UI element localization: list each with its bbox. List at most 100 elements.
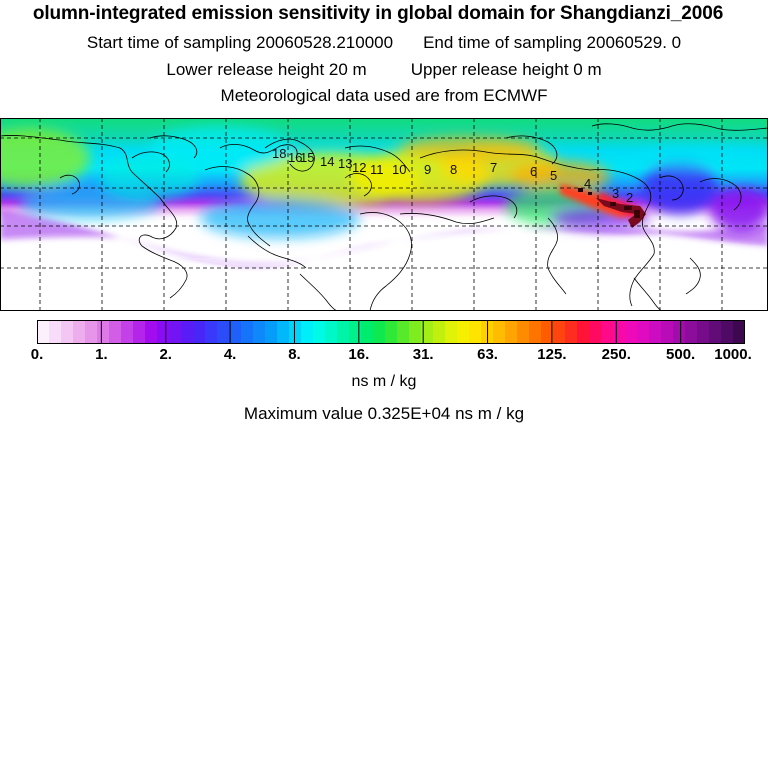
color-scale-cell: [205, 320, 218, 344]
color-scale-cell: [349, 320, 362, 344]
color-scale-cell: [313, 320, 326, 344]
lower-release-height-label: Lower release height 20 m: [166, 60, 367, 79]
color-scale-cell: [121, 320, 134, 344]
color-scale-tick-label: 2.: [159, 346, 172, 363]
color-scale-cell: [145, 320, 158, 344]
color-scale-cell: [181, 320, 194, 344]
units-label: ns m / kg: [351, 373, 417, 390]
trajectory-label: 7: [490, 160, 497, 175]
color-scale-cell: [541, 320, 554, 344]
source-region: [578, 188, 646, 228]
trajectory-label: 3: [612, 186, 619, 201]
color-scale-cell: [49, 320, 62, 344]
trajectory-label: 18: [272, 146, 286, 161]
color-scale-cell: [613, 320, 626, 344]
color-scale-cell: [85, 320, 98, 344]
color-scale-cell: [373, 320, 386, 344]
color-scale-cell: [601, 320, 614, 344]
color-scale-cell: [733, 320, 745, 344]
color-scale-tick-label: 63.: [477, 346, 498, 363]
color-scale-cell: [73, 320, 86, 344]
color-scale-cell: [265, 320, 278, 344]
color-scale-cell: [157, 320, 170, 344]
trajectory-label: 6: [530, 164, 537, 179]
color-scale-cell: [253, 320, 266, 344]
color-scale-cell: [61, 320, 74, 344]
color-scale-tick-label: 0.: [30, 346, 44, 363]
sensitivity-field: [0, 118, 768, 267]
color-scale-tick-label: 16.: [348, 346, 370, 363]
color-scale-cell: [577, 320, 590, 344]
color-scale-cell: [133, 320, 146, 344]
color-scale-cell: [445, 320, 458, 344]
start-time-label: Start time of sampling 20060528.210000: [86, 33, 394, 52]
color-scale-tick-label: 500.: [666, 346, 696, 363]
color-scale-cell: [109, 320, 122, 344]
color-scale-tick-label: 8.: [288, 346, 301, 363]
color-scale-cell: [517, 320, 530, 344]
trajectory-label: 10: [392, 162, 406, 177]
color-scale-bar: [37, 320, 745, 344]
color-scale-tick-label: 1000.: [714, 346, 752, 363]
color-scale-tick-label: 31.: [412, 346, 434, 363]
trajectory-label: 13: [338, 156, 352, 171]
trajectory-label: 14: [320, 154, 334, 169]
color-scale-cell: [397, 320, 410, 344]
color-scale-cell: [385, 320, 398, 344]
trajectory-label: 9: [424, 162, 431, 177]
color-scale-tick-label: 1.: [95, 346, 108, 363]
color-scale-cell: [709, 320, 722, 344]
color-scale-cell: [469, 320, 482, 344]
color-scale-cell: [217, 320, 230, 344]
color-scale-cell: [409, 320, 422, 344]
color-scale-cell: [97, 320, 110, 344]
color-scale-cell: [625, 320, 638, 344]
upper-release-height-label: Upper release height 0 m: [410, 60, 602, 79]
color-scale-cell: [289, 320, 302, 344]
maximum-value-label: Maximum value 0.325E+04 ns m / kg: [243, 404, 525, 423]
color-scale-cell: [685, 320, 698, 344]
color-scale-tick-label: 250.: [601, 346, 631, 363]
color-scale-cell: [505, 320, 518, 344]
color-scale-cell: [721, 320, 734, 344]
color-scale-cell: [361, 320, 374, 344]
color-scale-cell: [673, 320, 686, 344]
trajectory-label: 16: [288, 150, 302, 165]
color-scale-cell: [661, 320, 674, 344]
trajectory-label: 8: [450, 162, 457, 177]
graticule: [0, 118, 768, 311]
color-scale-tick-label: 125.: [537, 346, 567, 363]
color-scale-cell: [565, 320, 578, 344]
trajectory-label: 5: [550, 168, 557, 183]
met-data-label: Meteorological data used are from ECMWF: [220, 86, 548, 105]
color-scale-cell: [457, 320, 470, 344]
color-scale-cell: [433, 320, 446, 344]
color-scale-cell: [589, 320, 602, 344]
trajectory-label: 4: [584, 176, 591, 191]
color-scale-cell: [193, 320, 206, 344]
trajectory-label: 15: [300, 150, 314, 165]
sampling-times: Start time of sampling 20060528.210000 En…: [0, 33, 768, 53]
color-scale-cell: [37, 320, 50, 344]
color-scale-tick-label: 4.: [223, 346, 237, 363]
color-scale-cell: [301, 320, 314, 344]
end-time-label: End time of sampling 20060529. 0: [423, 33, 682, 52]
page-title: olumn-integrated emission sensitivity in…: [32, 3, 724, 24]
trajectory-label: 2: [626, 190, 633, 205]
release-heights: Lower release height 20 m Upper release h…: [0, 60, 768, 80]
trajectory-label: 12: [352, 160, 366, 175]
color-scale-cell: [493, 320, 506, 344]
color-scale-cell: [169, 320, 182, 344]
color-scale-cell: [325, 320, 338, 344]
color-scale-cell: [649, 320, 662, 344]
color-scale-cell: [337, 320, 350, 344]
color-scale-cell: [697, 320, 710, 344]
color-scale-cell: [241, 320, 254, 344]
color-scale-cell: [421, 320, 434, 344]
color-scale-cell: [637, 320, 650, 344]
color-scale-cell: [553, 320, 566, 344]
trajectory-label: 11: [370, 162, 384, 177]
color-scale-cell: [277, 320, 290, 344]
color-scale-cell: [529, 320, 542, 344]
